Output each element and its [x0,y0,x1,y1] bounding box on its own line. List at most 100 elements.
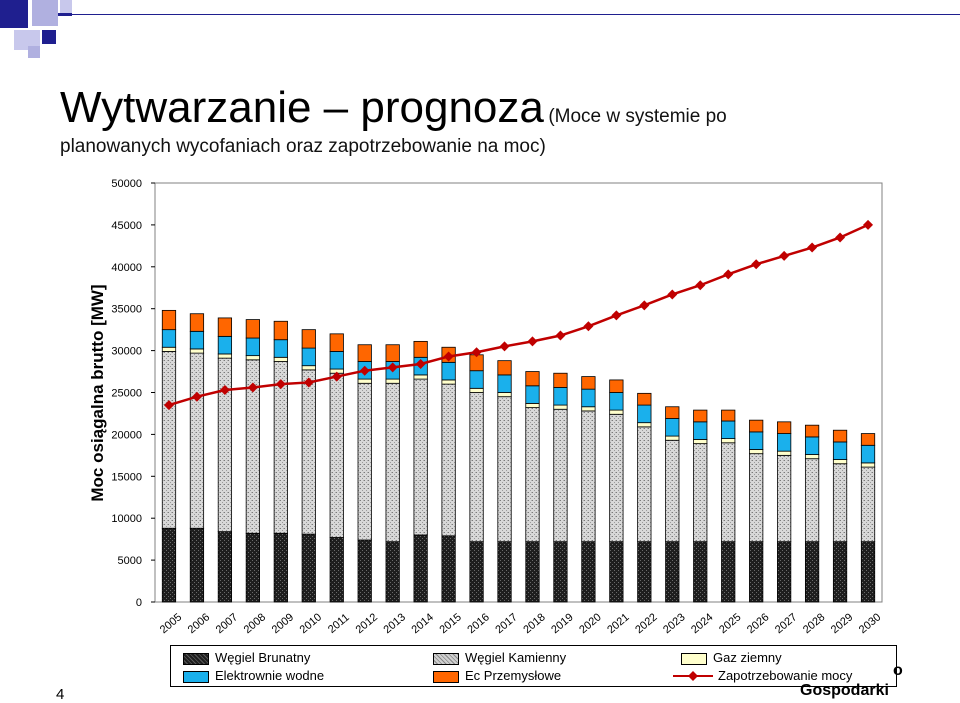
x-tick-label: 2009 [270,611,296,636]
bar-segment [245,355,260,361]
bar-segment [497,541,512,603]
bar-segment [777,541,792,603]
bar-segment [469,387,484,393]
y-tick-label: 40000 [111,262,142,274]
x-tick-label: 2006 [186,611,212,636]
bar-segment [329,372,344,538]
bar-segment [525,371,540,387]
bar-segment [860,433,876,446]
decor-square-1 [0,0,28,28]
bar-segment [637,404,652,424]
bar-segment [860,466,876,543]
x-tick-label: 2027 [773,611,799,636]
bar-segment [637,541,652,603]
x-tick-label: 2024 [689,611,715,636]
bar-segment [804,424,820,438]
y-tick-label: 15000 [111,471,142,483]
bar-segment [357,539,372,603]
demand-point [247,382,258,393]
bar-segment [161,351,177,529]
x-tick-label: 2021 [605,611,631,636]
bar-segment [721,420,736,439]
bar-segment [860,444,876,464]
bar-segment [301,533,316,603]
bar-segment [301,347,316,367]
bar-segment [441,535,456,603]
legend-swatch-gaz [681,653,707,665]
bar-segment [693,443,708,543]
y-tick-label: 45000 [111,220,142,232]
bar-segment [245,319,260,339]
bar-segment [441,361,456,381]
demand-point [191,391,202,402]
bar-segment [217,335,233,355]
demand-point [331,371,342,382]
bar-segment [804,436,820,455]
x-tick-label: 2025 [717,611,743,636]
bar-segment [777,421,792,434]
bar-segment [329,351,344,370]
legend-swatch-ec [433,671,459,683]
bar-segment [385,344,400,362]
bar-segment [860,541,876,603]
legend-label-zapotrzebowanie: Zapotrzebowanie mocy [718,668,853,683]
bar-segment [357,382,372,541]
footer-fragment: o [893,662,903,679]
x-tick-label: 2007 [214,611,240,636]
bar-segment [161,527,177,603]
legend-label-kamienny: Węgiel Kamienny [465,650,567,665]
title-subtitle: (Moce w systemie po [548,106,727,127]
bar-segment [189,527,205,603]
bar-segment [804,541,820,603]
bar-segment [581,406,596,412]
bar-segment [301,329,316,349]
demand-point [751,259,762,270]
x-tick-label: 2020 [577,611,603,636]
x-tick-label: 2030 [857,611,883,636]
legend-line-marker [673,671,713,681]
bar-segment [721,442,736,543]
demand-point [639,300,650,311]
bar-segment [469,370,484,389]
bar-segment [301,365,316,371]
demand-point [219,384,230,395]
demand-point [695,280,706,291]
x-tick-label: 2005 [158,611,184,636]
bar-segment [665,541,680,603]
bar-segment [273,532,288,603]
plot-area [154,182,883,603]
bar-segment [637,426,652,543]
legend-swatch-wodne [183,671,209,683]
bar-segment [385,378,400,384]
y-tick-label: 20000 [111,429,142,441]
y-tick-label: 30000 [111,346,142,358]
bar-segment [721,409,736,422]
top-rule [72,14,960,15]
demand-point [555,330,566,341]
bar-segment [637,422,652,428]
bar-segment [553,541,568,603]
demand-point [275,379,286,390]
x-tick-label: 2019 [549,611,575,636]
bar-segment [637,392,652,406]
bar-segment [804,458,820,543]
demand-point [359,365,370,376]
y-tick-label: 0 [136,597,142,609]
bar-segment [609,413,624,543]
bar-segment [665,406,680,419]
bar-segment [189,330,205,350]
y-tick-label: 50000 [111,178,142,190]
x-tick-label: 2014 [409,611,435,636]
demand-point [443,351,454,362]
bar-segment [525,402,540,408]
bar-segment [161,329,177,348]
x-tick-label: 2015 [437,611,463,636]
demand-point [527,336,538,347]
bar-segment [273,356,288,362]
bar-segment [497,396,512,543]
bar-segment [609,392,624,411]
demand-point [807,242,818,253]
bar-segment [413,378,428,536]
bar-segment [245,532,260,603]
demand-line [163,219,874,411]
